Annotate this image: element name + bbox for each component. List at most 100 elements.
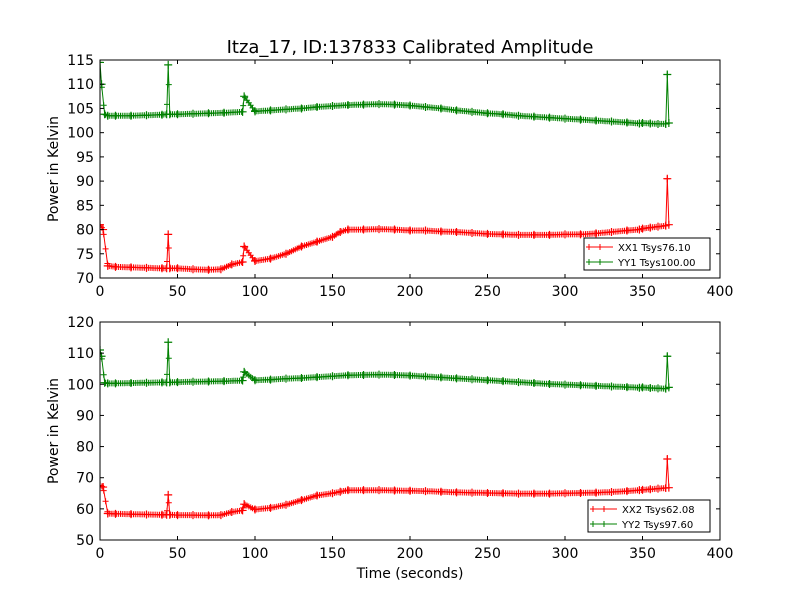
- data-point: [103, 111, 112, 120]
- x-tick-label: 400: [707, 546, 734, 562]
- y-tick-label: 90: [76, 174, 94, 190]
- data-point: [240, 242, 249, 251]
- data-point: [164, 230, 173, 239]
- data-point: [297, 242, 306, 251]
- y-tick-label: 70: [76, 271, 94, 287]
- data-point: [638, 485, 647, 494]
- x-tick-label: 300: [552, 284, 579, 300]
- data-point: [530, 112, 538, 121]
- legend-marker: [590, 506, 596, 512]
- data-point: [251, 505, 259, 514]
- data-point: [164, 338, 173, 347]
- data-point: [561, 114, 569, 123]
- legend-marker: [597, 244, 603, 250]
- data-point: [545, 489, 554, 498]
- y-tick-label: 105: [67, 101, 94, 117]
- data-point: [103, 379, 112, 388]
- data-point: [406, 226, 414, 235]
- data-point: [189, 511, 197, 520]
- data-point: [266, 106, 275, 115]
- x-tick-label: 150: [319, 284, 346, 300]
- data-point: [359, 370, 368, 379]
- data-point: [406, 486, 414, 495]
- data-point: [100, 60, 104, 67]
- data-point: [646, 223, 655, 232]
- data-point: [545, 230, 554, 239]
- data-point: [328, 232, 337, 241]
- x-tick-label: 200: [397, 546, 424, 562]
- data-point: [421, 226, 430, 235]
- data-point: [468, 228, 476, 237]
- y-tick-label: 100: [67, 126, 94, 142]
- data-point: [592, 488, 600, 497]
- x-tick-label: 0: [96, 546, 105, 562]
- data-point: [313, 373, 321, 382]
- data-point: [499, 489, 507, 498]
- legend-label: XX1 Tsys76.10: [618, 243, 691, 254]
- y-tick-label: 85: [76, 198, 94, 214]
- data-point: [421, 372, 430, 381]
- data-point: [638, 224, 647, 233]
- data-point: [103, 261, 112, 270]
- data-point: [437, 487, 445, 496]
- data-point: [561, 380, 569, 389]
- data-point: [483, 229, 492, 238]
- data-point: [189, 377, 197, 386]
- data-point: [468, 375, 476, 384]
- data-point: [189, 265, 197, 274]
- data-point: [390, 100, 399, 109]
- data-point: [664, 220, 673, 229]
- data-point: [607, 382, 616, 391]
- y-tick-label: 110: [67, 346, 94, 362]
- legend-box: [587, 499, 711, 533]
- legend: XX1 Tsys76.10 YY1 Tsys100.00: [583, 237, 711, 271]
- x-tick-label: 200: [397, 284, 424, 300]
- data-point: [607, 117, 616, 126]
- data-point: [375, 100, 383, 109]
- data-point: [142, 111, 151, 120]
- data-point: [654, 384, 662, 393]
- data-point: [173, 110, 182, 119]
- data-point: [165, 510, 174, 519]
- data-point: [282, 249, 290, 258]
- data-point: [164, 490, 173, 499]
- data-point: [638, 383, 647, 392]
- data-point: [173, 511, 182, 520]
- y-tick-label: 75: [76, 247, 94, 263]
- data-point: [142, 263, 151, 272]
- data-point: [204, 265, 213, 274]
- y-tick-label: 70: [76, 471, 94, 487]
- x-tick-label: 50: [169, 546, 187, 562]
- data-point: [638, 118, 647, 127]
- data-point: [664, 118, 673, 127]
- data-point: [452, 227, 461, 236]
- legend-marker: [597, 259, 603, 265]
- data-point: [328, 372, 337, 381]
- x-axis-label: Time (seconds): [356, 566, 464, 582]
- data-point: [216, 511, 225, 520]
- data-point: [336, 227, 345, 236]
- legend-label: XX2 Tsys62.08: [622, 505, 695, 516]
- data-point: [204, 511, 213, 520]
- legend-marker: [601, 506, 607, 512]
- data-point: [251, 107, 259, 116]
- data-point: [592, 229, 600, 238]
- data-point: [165, 378, 174, 387]
- data-point: [663, 174, 672, 183]
- data-point: [468, 488, 476, 497]
- data-point: [251, 257, 259, 266]
- y-tick-label: 50: [76, 533, 94, 549]
- data-point: [297, 374, 306, 383]
- data-point: [530, 489, 538, 498]
- data-point: [654, 119, 662, 128]
- data-point: [623, 487, 631, 496]
- data-point: [483, 488, 492, 497]
- data-point: [663, 455, 672, 464]
- legend-marker: [590, 521, 596, 527]
- data-point: [359, 486, 368, 495]
- data-point: [437, 104, 445, 113]
- series-1-0: [100, 455, 673, 520]
- data-point: [514, 489, 523, 498]
- data-point: [227, 507, 236, 516]
